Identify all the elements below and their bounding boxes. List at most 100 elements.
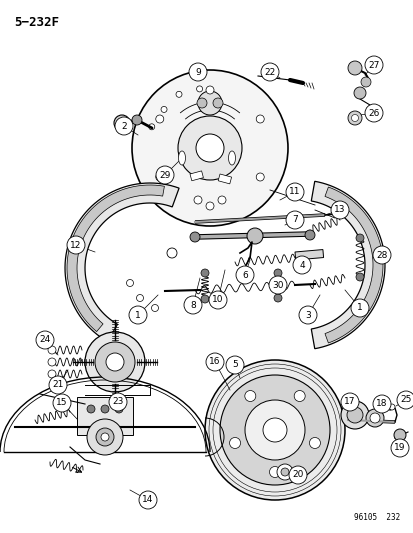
Text: 5−232F: 5−232F [14,16,59,29]
Circle shape [340,393,358,411]
Bar [294,249,323,260]
Circle shape [298,306,316,324]
Circle shape [369,413,379,423]
Circle shape [115,405,123,413]
Circle shape [206,353,223,371]
Circle shape [155,115,164,123]
Circle shape [139,491,157,509]
Circle shape [209,291,226,309]
Bar [218,174,231,184]
Circle shape [201,269,209,277]
Circle shape [101,405,109,413]
Circle shape [273,269,281,277]
Circle shape [355,234,363,242]
Circle shape [372,395,390,413]
Circle shape [204,360,344,500]
Circle shape [288,466,306,484]
Circle shape [235,266,254,284]
Text: 8: 8 [190,301,195,310]
Circle shape [109,393,127,411]
Circle shape [132,115,142,125]
Circle shape [212,98,223,108]
Circle shape [244,391,255,401]
Circle shape [36,331,54,349]
Text: 1: 1 [135,311,140,319]
Circle shape [161,107,166,112]
Circle shape [166,248,177,258]
Circle shape [346,407,362,423]
Circle shape [178,116,242,180]
Circle shape [67,236,85,254]
Circle shape [256,173,263,181]
Circle shape [350,299,368,317]
Circle shape [225,356,243,374]
Text: 13: 13 [333,206,345,214]
Circle shape [101,433,109,441]
Circle shape [129,306,147,324]
Circle shape [48,346,56,354]
Text: 2: 2 [121,122,126,131]
Circle shape [95,342,135,382]
Bar [190,171,203,181]
Circle shape [269,466,280,478]
Circle shape [388,404,394,410]
Circle shape [132,70,287,226]
Circle shape [189,63,206,81]
Circle shape [247,228,262,244]
Circle shape [309,438,320,448]
Text: 19: 19 [393,443,405,453]
Circle shape [229,438,240,448]
Circle shape [87,405,95,413]
Text: 1: 1 [356,303,362,312]
Text: 28: 28 [375,251,387,260]
Circle shape [195,134,223,162]
Circle shape [196,86,202,92]
Ellipse shape [178,151,185,165]
Circle shape [364,104,382,122]
Circle shape [273,294,281,302]
Circle shape [183,296,202,314]
Text: 21: 21 [52,381,64,390]
Circle shape [330,201,348,219]
Circle shape [218,196,225,204]
Circle shape [353,87,365,99]
Circle shape [148,124,154,130]
Circle shape [347,61,361,75]
Circle shape [276,464,292,480]
Circle shape [48,358,56,366]
Polygon shape [324,187,382,343]
Text: 30: 30 [272,280,283,289]
Circle shape [136,295,143,302]
Text: 6: 6 [242,271,247,279]
Circle shape [372,246,390,264]
Circle shape [115,117,133,135]
Ellipse shape [228,151,235,165]
Text: 20: 20 [292,471,303,480]
Polygon shape [65,183,179,342]
Text: 16: 16 [209,358,220,367]
Circle shape [155,173,164,181]
Text: 27: 27 [368,61,379,69]
Text: 4: 4 [299,261,304,270]
Circle shape [114,115,130,131]
Circle shape [190,232,199,242]
Bar [77,397,133,435]
Circle shape [197,98,206,108]
Circle shape [106,353,124,371]
Circle shape [176,91,182,98]
Circle shape [53,394,71,412]
Text: 18: 18 [375,400,387,408]
Circle shape [256,115,263,123]
Circle shape [292,256,310,274]
Circle shape [268,276,286,294]
Text: 29: 29 [159,171,170,180]
Text: 26: 26 [368,109,379,117]
Circle shape [393,429,405,441]
Text: 7: 7 [292,215,297,224]
Circle shape [340,401,368,429]
Circle shape [285,183,303,201]
Circle shape [126,279,133,287]
Text: 15: 15 [56,399,68,408]
Text: 3: 3 [304,311,310,319]
Polygon shape [311,181,384,349]
